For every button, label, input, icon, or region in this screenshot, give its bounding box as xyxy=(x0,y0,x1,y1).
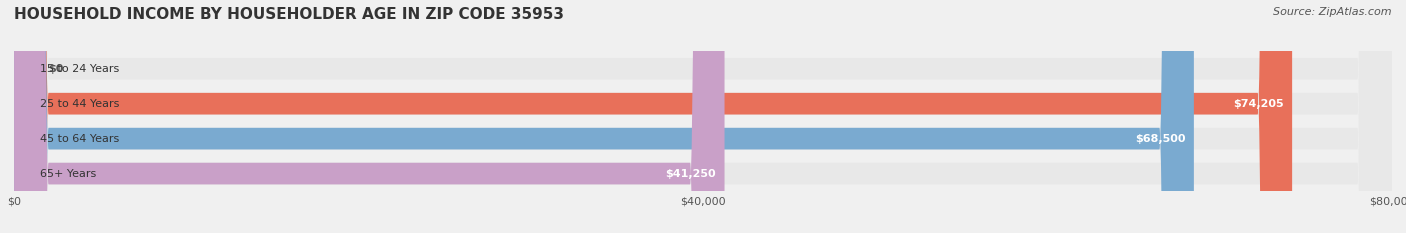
Text: 15 to 24 Years: 15 to 24 Years xyxy=(39,64,120,74)
Text: Source: ZipAtlas.com: Source: ZipAtlas.com xyxy=(1274,7,1392,17)
FancyBboxPatch shape xyxy=(14,0,1392,233)
Text: 65+ Years: 65+ Years xyxy=(39,169,96,178)
Text: 25 to 44 Years: 25 to 44 Years xyxy=(39,99,120,109)
Text: $68,500: $68,500 xyxy=(1135,134,1185,144)
Text: $74,205: $74,205 xyxy=(1233,99,1284,109)
FancyBboxPatch shape xyxy=(14,0,1292,233)
FancyBboxPatch shape xyxy=(14,0,1392,233)
FancyBboxPatch shape xyxy=(14,0,1194,233)
Text: 45 to 64 Years: 45 to 64 Years xyxy=(39,134,120,144)
FancyBboxPatch shape xyxy=(14,0,1392,233)
Text: $0: $0 xyxy=(48,64,63,74)
Text: $41,250: $41,250 xyxy=(665,169,716,178)
Text: HOUSEHOLD INCOME BY HOUSEHOLDER AGE IN ZIP CODE 35953: HOUSEHOLD INCOME BY HOUSEHOLDER AGE IN Z… xyxy=(14,7,564,22)
FancyBboxPatch shape xyxy=(14,0,724,233)
FancyBboxPatch shape xyxy=(14,0,1392,233)
